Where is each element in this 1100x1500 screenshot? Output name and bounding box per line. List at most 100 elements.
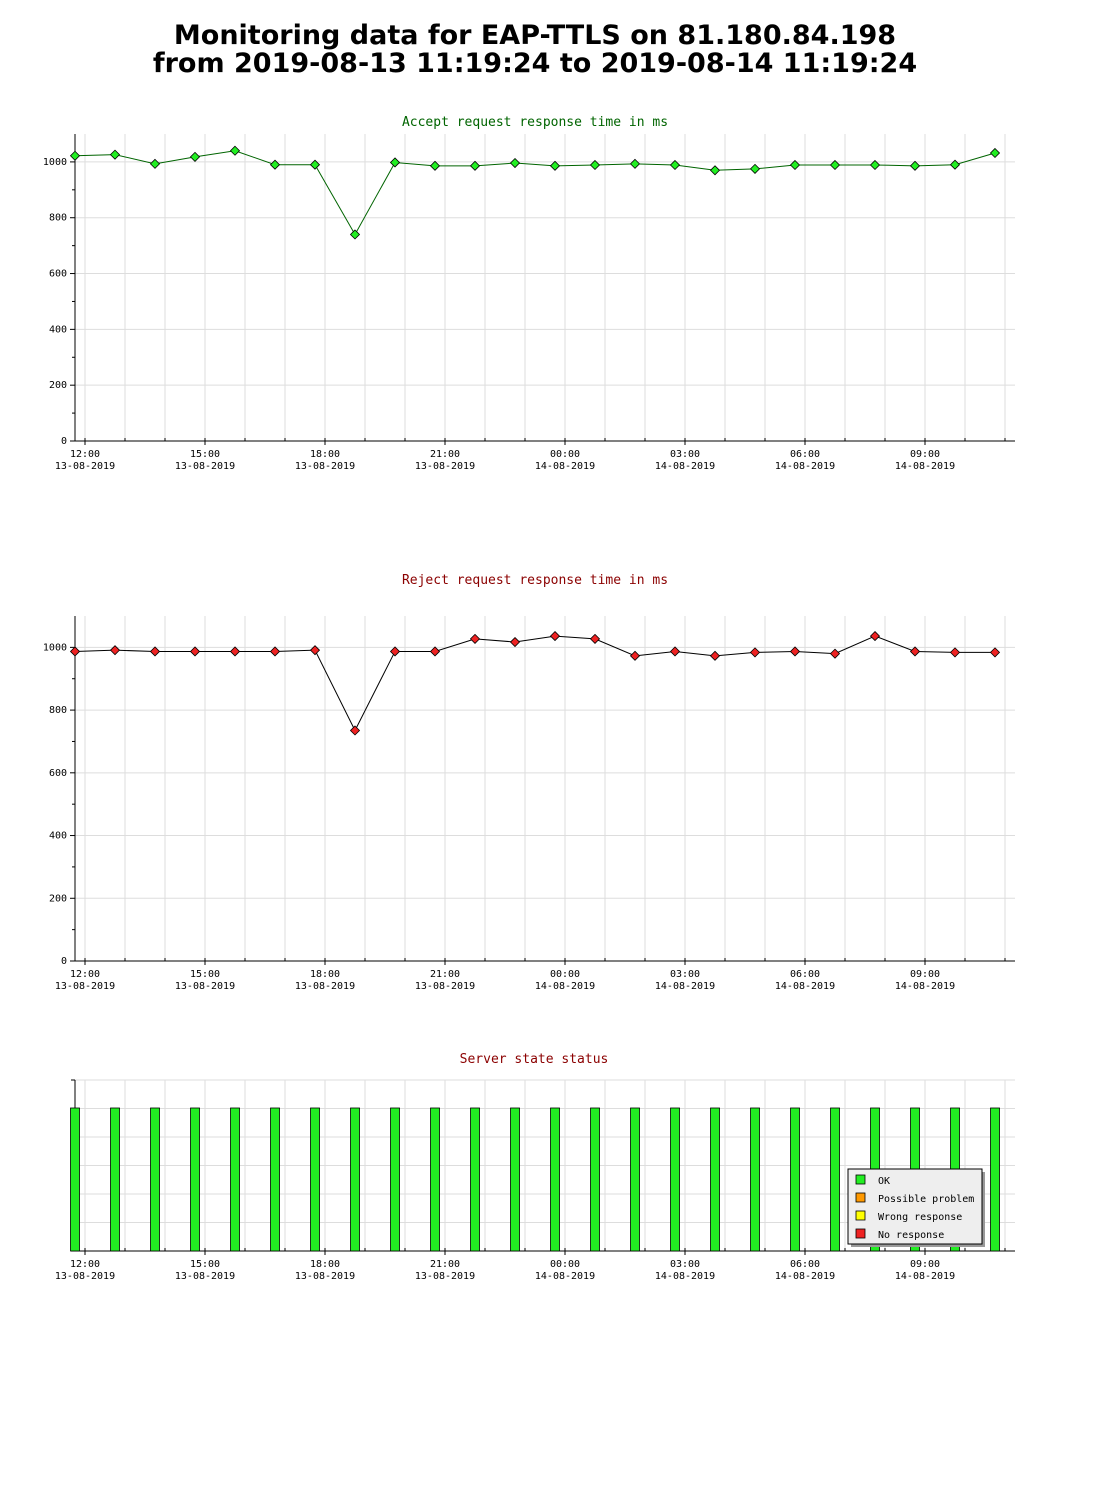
legend-swatch bbox=[855, 1228, 866, 1239]
status-bar bbox=[510, 1107, 520, 1252]
data-point bbox=[829, 159, 841, 171]
x-tick-label-date: 14-08-2019 bbox=[895, 461, 955, 472]
x-tick-label-time: 03:00 bbox=[670, 969, 700, 980]
data-point bbox=[549, 631, 561, 642]
status-bar bbox=[190, 1107, 200, 1252]
data-point bbox=[909, 646, 921, 657]
data-point bbox=[509, 157, 521, 169]
data-point bbox=[189, 646, 201, 657]
y-tick-label: 600 bbox=[49, 768, 67, 779]
x-tick-label-time: 03:00 bbox=[670, 449, 700, 460]
status-bar bbox=[430, 1107, 440, 1252]
data-point bbox=[149, 646, 161, 657]
legend-swatch bbox=[855, 1210, 866, 1221]
status-bar bbox=[630, 1107, 640, 1252]
x-tick-label-date: 13-08-2019 bbox=[295, 981, 355, 992]
x-tick-label-time: 00:00 bbox=[550, 1259, 580, 1270]
x-tick-label-date: 13-08-2019 bbox=[175, 461, 235, 472]
page-title-line-1: Monitoring data for EAP-TTLS on 81.180.8… bbox=[173, 20, 897, 51]
chart-title: Reject request response time in ms bbox=[402, 573, 668, 588]
chart-title: Server state status bbox=[460, 1052, 609, 1067]
data-point bbox=[229, 145, 241, 156]
status-bar bbox=[270, 1107, 280, 1252]
x-tick-label-time: 12:00 bbox=[70, 969, 100, 980]
data-point bbox=[469, 160, 481, 171]
status-bar bbox=[470, 1107, 480, 1252]
y-tick-label: 600 bbox=[49, 269, 67, 280]
data-point bbox=[69, 150, 81, 161]
data-point bbox=[349, 725, 361, 736]
x-tick-label-time: 06:00 bbox=[790, 1259, 820, 1270]
legend bbox=[847, 1168, 983, 1245]
y-tick-label: 400 bbox=[49, 831, 67, 842]
data-point bbox=[989, 147, 1001, 159]
data-point bbox=[749, 647, 761, 658]
data-point bbox=[389, 646, 401, 657]
data-point bbox=[789, 159, 801, 171]
y-tick-label: 1000 bbox=[43, 157, 67, 168]
x-tick-label-time: 18:00 bbox=[310, 1259, 340, 1270]
x-tick-label-date: 14-08-2019 bbox=[535, 461, 595, 472]
y-tick-label: 200 bbox=[49, 380, 67, 391]
x-tick-label-date: 13-08-2019 bbox=[55, 461, 115, 472]
x-tick-label-time: 21:00 bbox=[430, 969, 460, 980]
y-tick-label: 1000 bbox=[43, 642, 67, 653]
data-point bbox=[989, 647, 1001, 658]
status-bar bbox=[710, 1107, 720, 1252]
page-title: Monitoring data for EAP-TTLS on 81.180.8… bbox=[0, 22, 1070, 78]
status-bar bbox=[230, 1107, 240, 1252]
x-tick-label-date: 13-08-2019 bbox=[415, 461, 475, 472]
data-point bbox=[669, 159, 681, 171]
x-tick-label-date: 13-08-2019 bbox=[55, 981, 115, 992]
data-point bbox=[509, 636, 521, 648]
reject-response-time-chart: Reject request response time in ms 0 200 40… bbox=[43, 573, 1015, 992]
status-bar bbox=[590, 1107, 600, 1252]
y-tick-label: 400 bbox=[49, 324, 67, 335]
x-tick-label-date: 13-08-2019 bbox=[415, 981, 475, 992]
legend-label: No response bbox=[878, 1230, 944, 1241]
x-tick-label-date: 14-08-2019 bbox=[895, 981, 955, 992]
x-tick-label-date: 14-08-2019 bbox=[655, 1271, 715, 1282]
x-tick-label-date: 14-08-2019 bbox=[895, 1271, 955, 1282]
x-tick-label-time: 12:00 bbox=[70, 1259, 100, 1270]
status-bar bbox=[70, 1107, 80, 1252]
data-point bbox=[629, 650, 641, 661]
data-point bbox=[69, 646, 81, 657]
series-line bbox=[74, 635, 995, 732]
x-tick-label-time: 18:00 bbox=[310, 969, 340, 980]
x-tick-label-time: 21:00 bbox=[430, 1259, 460, 1270]
data-point bbox=[109, 149, 121, 160]
data-point bbox=[749, 163, 761, 174]
legend-label: Possible problem bbox=[878, 1194, 974, 1205]
x-tick-label-date: 13-08-2019 bbox=[175, 1271, 235, 1282]
data-point bbox=[229, 646, 241, 657]
data-point bbox=[109, 645, 121, 656]
status-bar bbox=[670, 1107, 680, 1252]
status-bar bbox=[830, 1107, 840, 1252]
data-point bbox=[629, 158, 641, 169]
x-tick-label-date: 13-08-2019 bbox=[415, 1271, 475, 1282]
legend-label: OK bbox=[878, 1176, 890, 1187]
x-tick-label-date: 14-08-2019 bbox=[655, 981, 715, 992]
accept-response-time-chart: Accept request response time in ms 0 200 40… bbox=[43, 115, 1015, 472]
data-point bbox=[909, 160, 921, 171]
data-point bbox=[389, 157, 401, 168]
status-bar bbox=[150, 1107, 160, 1252]
status-bar bbox=[390, 1107, 400, 1252]
y-tick-label: 800 bbox=[49, 213, 67, 224]
data-point bbox=[549, 160, 561, 171]
status-bar bbox=[990, 1107, 1000, 1252]
data-point bbox=[349, 229, 361, 240]
status-bar bbox=[550, 1107, 560, 1252]
x-tick-label-date: 14-08-2019 bbox=[775, 1271, 835, 1282]
data-point bbox=[269, 646, 281, 657]
data-point bbox=[589, 159, 601, 171]
data-point bbox=[829, 648, 841, 659]
data-point bbox=[189, 151, 201, 162]
x-tick-label-time: 09:00 bbox=[910, 1259, 940, 1270]
data-point bbox=[269, 159, 281, 170]
status-bar bbox=[790, 1107, 800, 1252]
x-tick-label-time: 15:00 bbox=[190, 449, 220, 460]
x-tick-label-time: 18:00 bbox=[310, 449, 340, 460]
x-tick-label-time: 00:00 bbox=[550, 969, 580, 980]
